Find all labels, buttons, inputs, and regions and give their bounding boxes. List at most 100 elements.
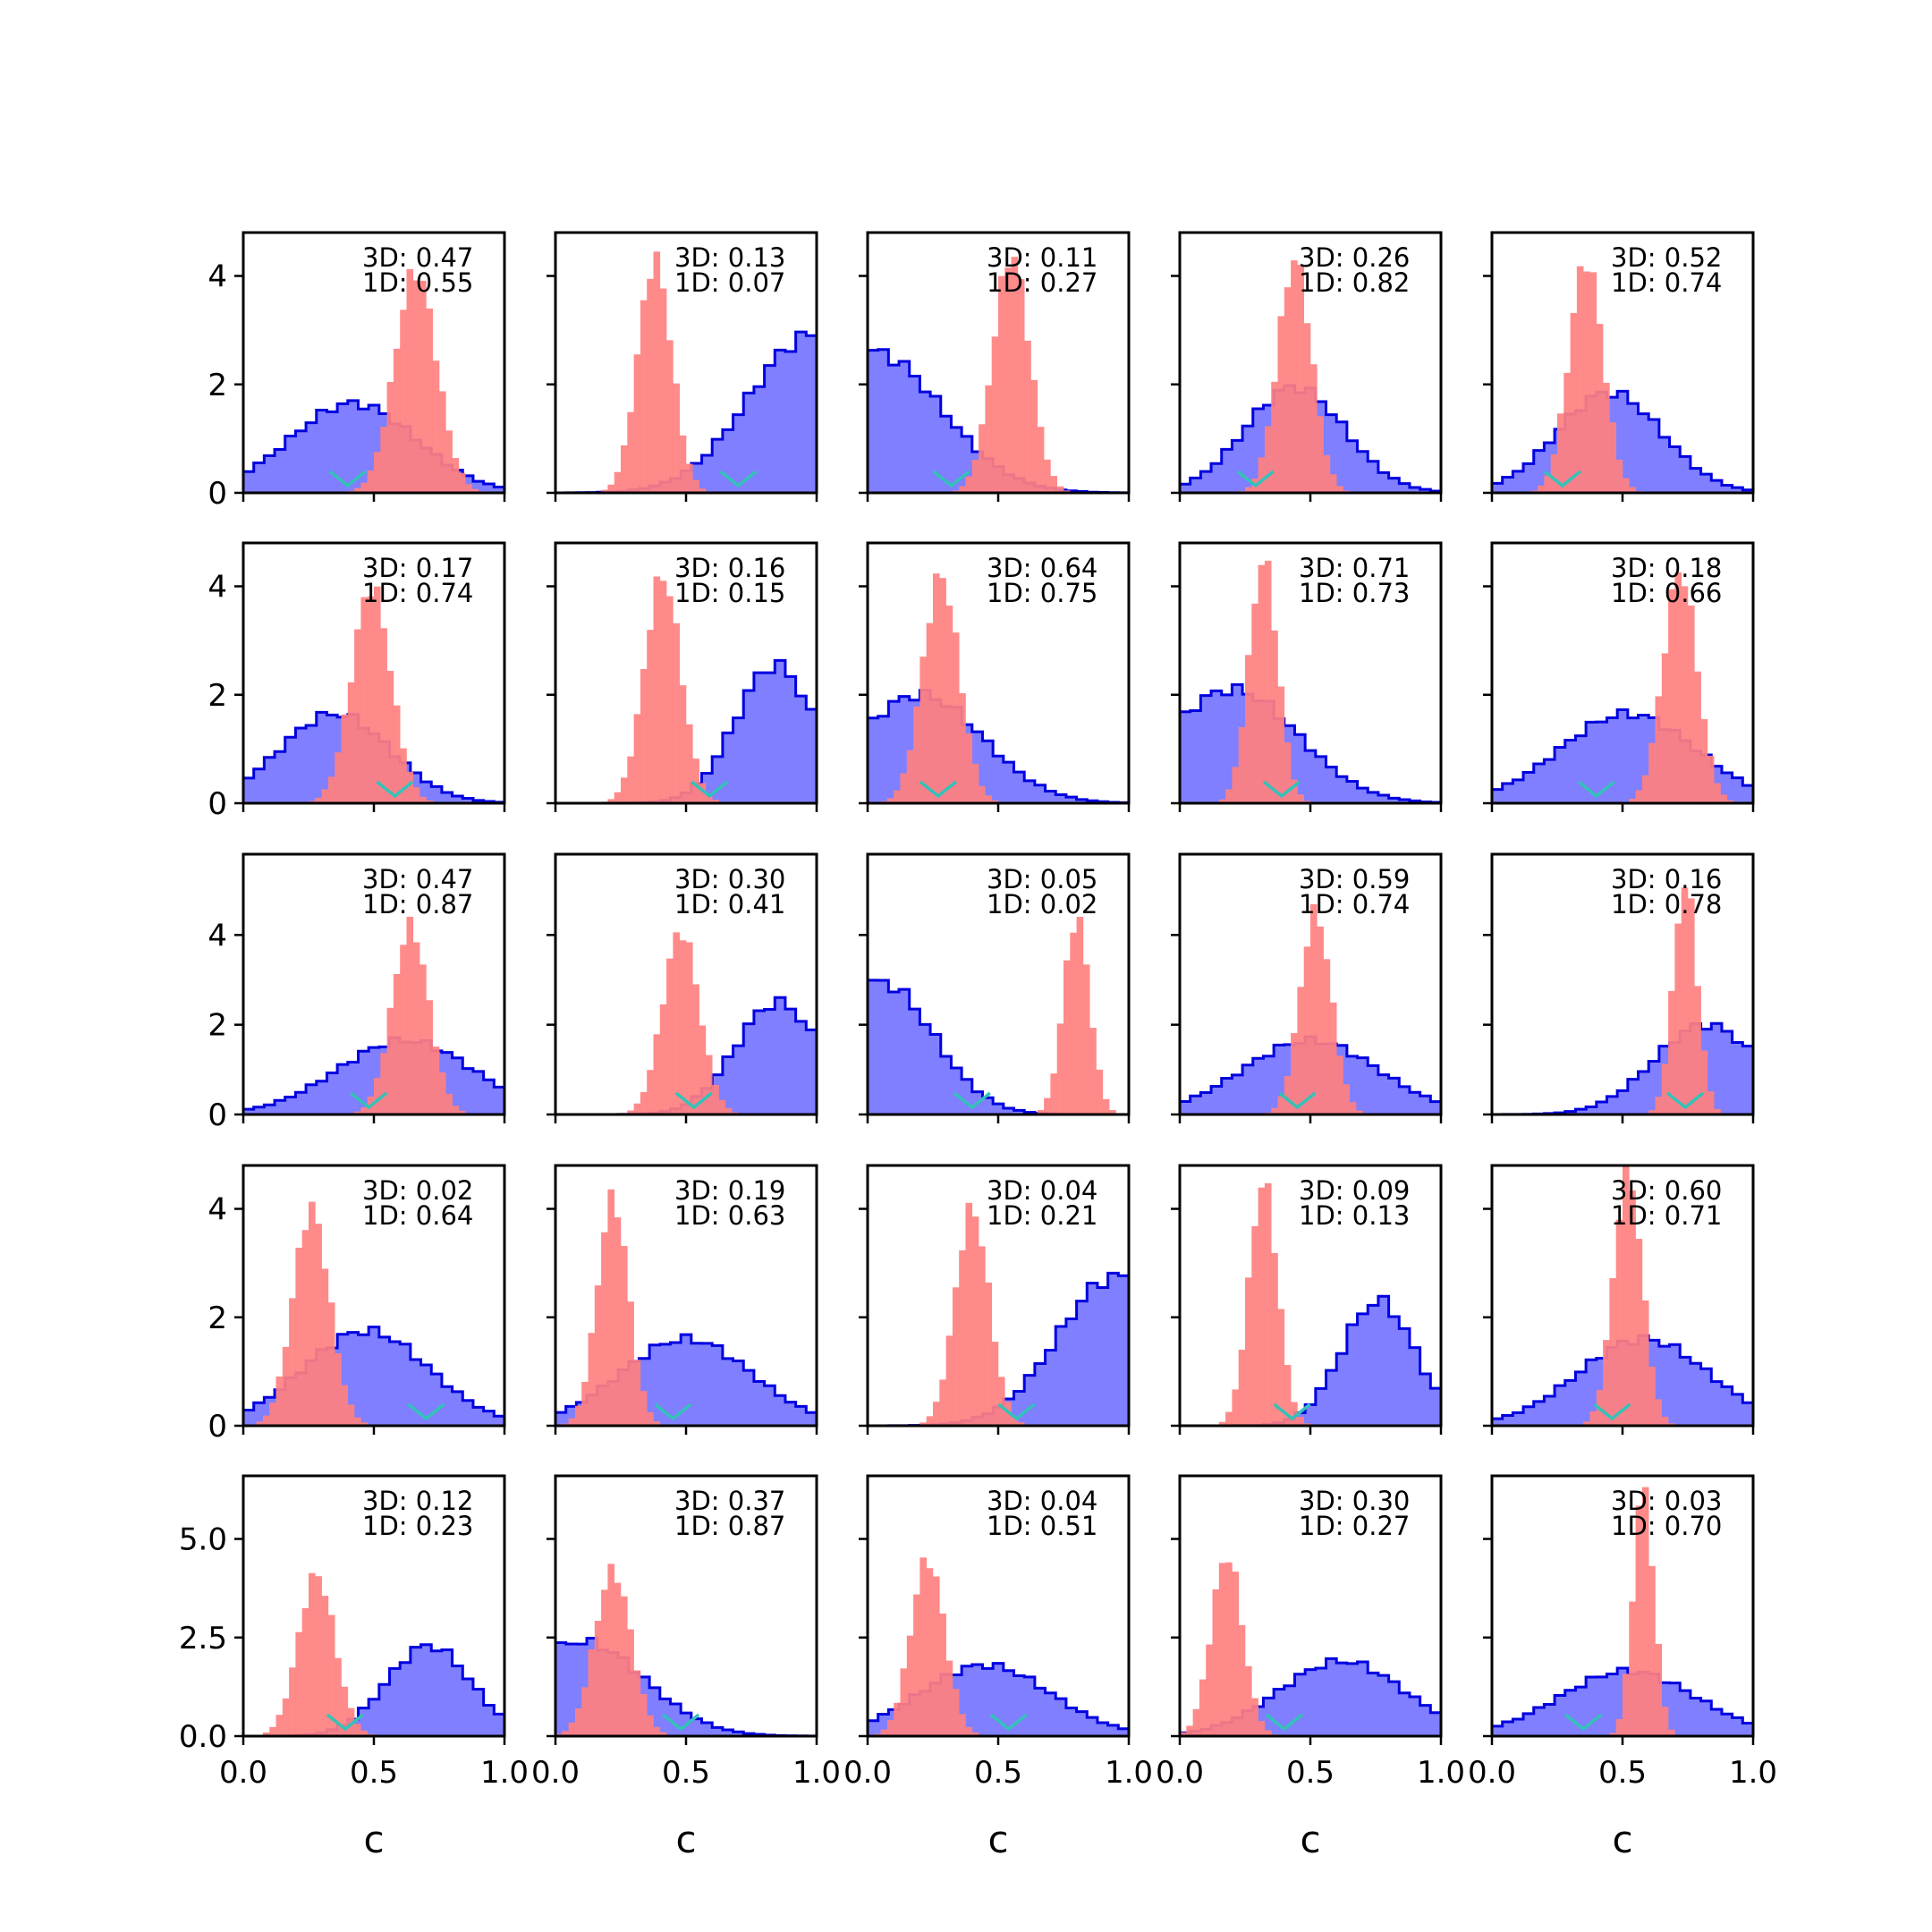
red-histogram-bar: [1583, 1421, 1590, 1426]
red-histogram-bar: [574, 1707, 582, 1736]
x-tick-label: 0.5: [662, 1755, 710, 1791]
red-histogram-bar: [1589, 272, 1597, 493]
red-histogram-bar: [939, 1613, 946, 1736]
red-histogram-bar: [1284, 287, 1292, 493]
red-histogram-bar: [627, 411, 634, 493]
v-marker: [953, 1091, 991, 1110]
v-marker: [654, 1402, 692, 1421]
red-histogram-bar: [341, 1385, 349, 1426]
red-histogram-bar: [633, 354, 641, 493]
red-histogram-bar: [275, 1376, 284, 1426]
red-histogram-bar: [1655, 1097, 1663, 1114]
blue-histogram-outline: [1492, 1666, 1753, 1728]
score-annotation: 1D: 0.70: [1611, 1511, 1722, 1541]
red-histogram-bar: [1271, 381, 1278, 493]
red-histogram-bar: [568, 1418, 576, 1426]
red-histogram-bar: [400, 309, 407, 493]
red-histogram-bar: [913, 1594, 920, 1736]
x-tick-label: 0.5: [1286, 1755, 1335, 1791]
red-histogram-bar: [315, 1224, 322, 1426]
red-histogram-bar: [465, 484, 472, 493]
red-histogram-bar: [1225, 1562, 1233, 1736]
red-histogram-bar: [1258, 564, 1266, 803]
red-histogram-bar: [1635, 1505, 1643, 1736]
red-histogram-bar: [1603, 383, 1610, 493]
red-histogram-bar: [574, 1405, 582, 1426]
red-histogram-bar: [419, 796, 427, 803]
red-histogram-bar: [594, 1285, 602, 1426]
red-histogram-bar: [939, 578, 946, 803]
red-histogram-bar: [1096, 1069, 1104, 1114]
red-histogram-bar: [614, 792, 622, 803]
blue-histogram-fill: [868, 979, 1129, 1114]
red-histogram-bar: [386, 1007, 394, 1114]
red-histogram-bar: [295, 1247, 302, 1426]
red-histogram-bar: [1356, 1110, 1363, 1114]
red-histogram-bar: [985, 1282, 992, 1426]
red-histogram-bar: [1694, 986, 1701, 1114]
red-histogram-bar: [1264, 426, 1272, 493]
red-histogram-bar: [679, 435, 687, 493]
blue-histogram-fill: [243, 1644, 504, 1736]
red-histogram-bar: [360, 1106, 368, 1114]
red-histogram-bar: [900, 773, 908, 803]
score-annotation: 3D: 0.16: [1611, 864, 1722, 894]
red-histogram-bar: [386, 382, 394, 493]
red-histogram-bar: [880, 1729, 888, 1736]
y-tick-label: 5.0: [179, 1522, 227, 1558]
red-histogram-bar: [426, 800, 433, 803]
red-histogram-bar: [1615, 1219, 1623, 1426]
red-histogram-bar: [1720, 794, 1728, 803]
red-histogram-bar: [452, 458, 460, 493]
v-marker: [1665, 1091, 1705, 1110]
red-histogram-bar: [998, 1377, 1005, 1426]
score-annotation: 3D: 0.17: [362, 553, 473, 583]
score-annotation: 3D: 0.16: [674, 553, 785, 583]
red-histogram-bar: [959, 1250, 966, 1426]
red-histogram-bar: [1245, 655, 1252, 803]
red-histogram-bar: [653, 1421, 661, 1426]
red-histogram-bar: [1264, 1730, 1272, 1736]
red-histogram-bar: [647, 1070, 654, 1114]
v-marker: [1577, 780, 1615, 799]
y-tick-label: 0: [208, 786, 227, 822]
red-histogram-bar: [647, 278, 654, 493]
red-histogram-bar: [1076, 916, 1084, 1114]
red-histogram-bar: [627, 756, 634, 803]
y-tick-label: 4: [208, 918, 227, 953]
red-histogram-bar: [666, 958, 674, 1114]
red-histogram-bar: [1011, 1416, 1019, 1426]
red-histogram-bar: [933, 1576, 940, 1736]
red-histogram-bar: [1297, 794, 1304, 803]
red-histogram-bar: [959, 486, 966, 493]
red-histogram-bar: [301, 1230, 309, 1426]
red-histogram-bar: [1707, 1091, 1715, 1114]
red-histogram-bar: [386, 671, 394, 803]
red-histogram-bar: [894, 790, 901, 803]
score-annotation: 1D: 0.27: [1299, 1511, 1410, 1541]
red-histogram-bar: [601, 1589, 608, 1736]
red-histogram-bar: [367, 470, 375, 493]
x-tick-label: 1.0: [1105, 1755, 1153, 1791]
red-histogram-bar: [289, 1298, 296, 1426]
score-annotation: 1D: 0.07: [674, 267, 785, 298]
v-marker: [1543, 470, 1581, 488]
score-annotation: 1D: 0.63: [674, 1200, 785, 1231]
red-histogram-bar: [1251, 603, 1258, 803]
red-histogram-bar: [705, 793, 713, 803]
red-histogram-bar: [269, 1402, 276, 1426]
red-histogram-bar: [1218, 1563, 1226, 1736]
x-axis-label: c: [987, 1818, 1008, 1861]
red-histogram-bar: [1004, 267, 1012, 493]
red-histogram-bar: [607, 484, 614, 493]
red-histogram-bar: [412, 280, 420, 493]
red-histogram-bar: [360, 597, 368, 803]
red-histogram-bar: [581, 1381, 589, 1426]
red-histogram-bar: [1668, 990, 1675, 1114]
